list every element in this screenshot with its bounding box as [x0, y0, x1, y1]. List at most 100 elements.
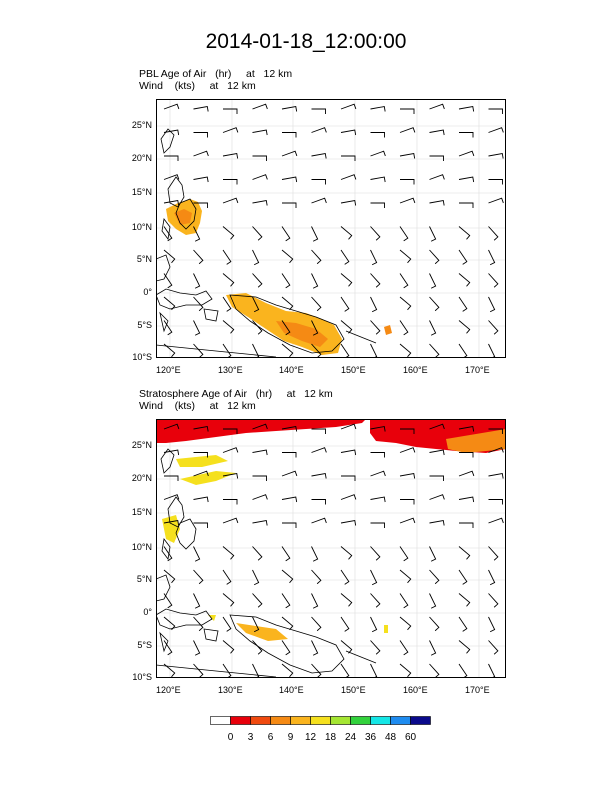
wind-barb: [429, 616, 440, 632]
wind-barb: [163, 320, 173, 336]
colorbar-label: 48: [385, 732, 397, 743]
wind-barb: [340, 520, 357, 526]
lat-tick-label: 10°S: [132, 672, 152, 682]
wind-barb: [311, 108, 326, 114]
wind-barb: [488, 179, 503, 185]
wind-barb: [370, 522, 385, 528]
wind-barb: [340, 593, 353, 607]
wind-barb: [458, 546, 471, 560]
wind-barb: [459, 522, 474, 528]
wind-barb: [281, 106, 298, 112]
wind-barb: [488, 616, 496, 633]
wind-barb: [458, 320, 471, 334]
wind-barb: [370, 640, 381, 655]
wind-barb: [223, 428, 238, 434]
wind-barb: [399, 197, 416, 204]
wind-barb: [429, 174, 445, 180]
wind-barb: [222, 473, 239, 479]
wind-barb: [311, 343, 322, 358]
strat-shading-northwest-band: [156, 419, 366, 443]
wind-barb: [252, 103, 268, 110]
wind-barb: [193, 132, 208, 138]
wind-barb: [311, 569, 322, 585]
wind-barb: [252, 663, 260, 678]
wind-barb: [252, 546, 263, 561]
pbl-wind-barbs: [163, 103, 504, 358]
wind-barb: [370, 496, 386, 503]
wind-barb: [399, 320, 409, 336]
map-title: 2014-01-18_12:00:00: [205, 30, 407, 53]
lon-tick-label: 130°E: [218, 685, 243, 695]
map-gridlines: [156, 99, 506, 358]
wind-barb: [429, 296, 440, 312]
lon-tick-label: 140°E: [279, 685, 304, 695]
colorbar-svg: 0 3 6 9 12 18 24 36 48 60: [210, 716, 431, 743]
wind-barb: [370, 343, 378, 358]
wind-barb: [281, 150, 298, 157]
wind-barb: [399, 273, 409, 289]
wind-barb: [282, 452, 297, 458]
wind-barb: [370, 320, 381, 335]
wind-barb: [163, 343, 176, 358]
wind-barb: [252, 593, 263, 608]
wind-barb: [222, 127, 239, 133]
wind-barb: [370, 176, 386, 183]
wind-barb: [458, 470, 475, 477]
wind-barb: [222, 546, 235, 560]
wind-barb: [429, 449, 445, 456]
wind-barb: [429, 520, 445, 526]
wind-barb: [429, 103, 445, 110]
wind-barb: [193, 226, 201, 242]
wind-barb: [429, 593, 437, 609]
wind-barb: [429, 273, 437, 289]
wind-barb: [399, 153, 416, 159]
wind-barb: [281, 426, 298, 432]
wind-barb: [163, 103, 180, 110]
colorbar-label: 0: [228, 732, 234, 743]
wind-barb: [311, 320, 319, 336]
wind-barb: [222, 249, 232, 265]
wind-barb: [400, 499, 415, 505]
wind-barb: [458, 106, 475, 112]
wind-barb: [281, 640, 291, 656]
wind-barb: [429, 129, 445, 136]
wind-barb: [193, 522, 208, 528]
wind-barb: [193, 546, 201, 562]
wind-barb: [311, 447, 327, 453]
wind-barb: [163, 129, 180, 136]
colorbar-label: 6: [268, 732, 274, 743]
wind-barb: [311, 546, 319, 562]
wind-barb: [458, 343, 468, 358]
wind-barb: [193, 320, 201, 336]
wind-barb: [223, 108, 238, 114]
colorbar-swatch: [410, 716, 431, 725]
wind-barb: [458, 640, 471, 654]
colorbar-swatch: [330, 716, 351, 725]
wind-barb: [163, 569, 176, 584]
wind-barb: [281, 470, 298, 477]
wind-barb: [281, 569, 294, 584]
wind-barb: [193, 273, 201, 289]
colorbar-swatch: [270, 716, 291, 725]
wind-barb: [282, 522, 297, 528]
colorbar: 0 3 6 9 12 18 24 36 48 60: [210, 716, 440, 753]
wind-barb: [488, 127, 504, 133]
wind-barb: [311, 499, 326, 505]
wind-barb: [311, 593, 319, 609]
strat-shading-equator-blobs: [236, 623, 288, 641]
colorbar-label: 9: [288, 732, 294, 743]
wind-barb: [399, 640, 409, 656]
colorbar-label: 12: [305, 732, 317, 743]
lat-tick-label: 0°: [143, 287, 152, 297]
wind-barb: [370, 150, 386, 157]
wind-barb: [193, 150, 209, 157]
wind-barb: [429, 663, 440, 678]
wind-barb: [252, 249, 260, 266]
colorbar-label: 36: [365, 732, 377, 743]
wind-barb: [340, 343, 350, 358]
wind-barb: [164, 475, 179, 481]
wind-barb: [341, 475, 356, 481]
wind-barb: [281, 593, 291, 609]
strat-shading-northeast-edge: [446, 429, 506, 453]
strat-shading-band-20n: [176, 455, 228, 467]
